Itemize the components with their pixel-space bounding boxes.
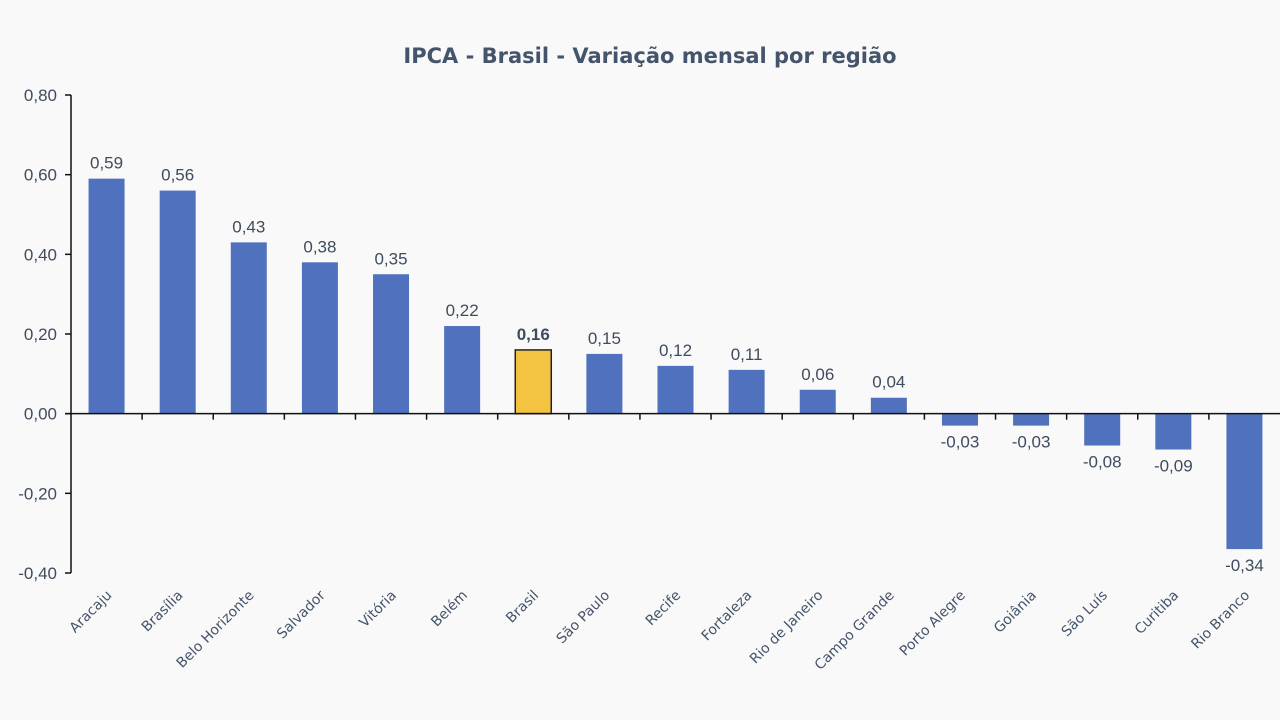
x-tick-label: Salvador [274,587,329,642]
data-label: -0,08 [1083,453,1122,472]
bar [444,326,481,414]
data-labels-group: 0,59 0,56 0,43 0,38 0,35 0,22 0,16 0,15 0,12 0,11… [90,154,1264,575]
x-tick-label: Brasília [139,588,187,636]
x-tick-label: Goiânia [991,588,1040,637]
x-tick-label: Rio Branco [1188,588,1253,653]
bar [870,397,907,414]
chart-title: IPCA - Brasil - Variação mensal por regi… [403,44,896,68]
x-tick-label: Rio de Janeiro [747,588,827,668]
data-label: -0,03 [1012,433,1051,452]
bar [799,389,836,414]
x-tick-label: São Luís [1059,588,1111,640]
bar [657,365,694,414]
data-label: -0,03 [941,433,980,452]
y-tick-label: 0,60 [24,166,57,185]
x-tick-label: Brasil [503,588,542,627]
x-tick-label: Curitiba [1132,588,1182,638]
bar [159,190,196,414]
x-tick-label: Belo Horizonte [174,588,258,672]
data-label: 0,04 [872,373,905,392]
y-axis: 0,80 0,60 0,40 0,20 0,00 -0,20 -0,40 [18,86,72,583]
bar [728,369,765,414]
data-label: 0,12 [659,341,692,360]
data-label: 0,38 [303,237,336,256]
bar [373,274,410,414]
data-label: 0,59 [90,154,123,173]
data-label: 0,11 [731,345,763,364]
data-label: 0,35 [374,249,407,268]
bar [586,353,623,414]
data-label: 0,22 [446,301,479,320]
x-axis [65,412,1280,420]
bar [1155,413,1192,450]
bar [1013,413,1050,426]
y-tick-label: 0,00 [24,405,57,424]
y-tick-label: -0,40 [18,564,57,583]
data-label: -0,34 [1225,556,1264,575]
y-tick-label: 0,20 [24,325,57,344]
bar [230,242,267,414]
x-tick-label: Porto Alegre [897,588,969,660]
data-label: 0,06 [801,365,834,384]
x-tick-label: São Paulo [554,588,614,648]
y-tick-label: 0,80 [24,86,57,105]
data-label: 0,16 [517,325,550,344]
bar [88,178,125,414]
bars-group [88,178,1263,550]
data-label: -0,09 [1154,457,1193,476]
y-tick-label: 0,40 [24,245,57,264]
bar [1226,413,1263,550]
x-tick-label: Aracaju [67,588,116,637]
data-label: 0,56 [161,166,194,185]
bar [1084,413,1121,446]
x-tick-label: Belém [428,588,471,631]
bar-highlight [514,349,553,415]
bar [941,413,978,426]
x-tick-label: Fortaleza [699,588,756,645]
x-tick-label: Vitória [356,588,399,631]
x-tick-label: Recife [643,588,685,630]
bar [301,262,338,414]
data-label: 0,43 [232,217,265,236]
y-tick-label: -0,20 [18,484,57,503]
data-label: 0,15 [588,329,621,348]
